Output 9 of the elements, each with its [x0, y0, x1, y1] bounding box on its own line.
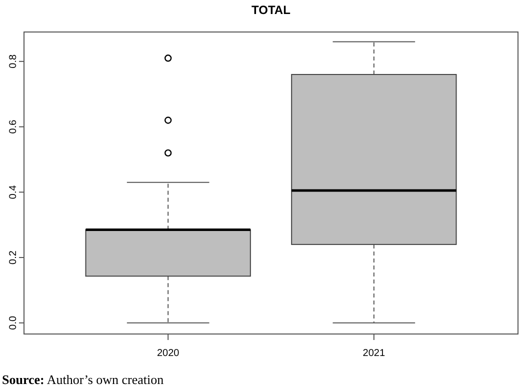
y-tick-label: 0.8	[8, 54, 19, 68]
y-tick-label: 0.6	[8, 119, 19, 134]
y-tick-label: 0.0	[8, 316, 19, 330]
source-note: Source: Author’s own creation	[2, 372, 164, 387]
x-tick-label: 2020	[156, 348, 180, 359]
y-tick-label: 0.4	[8, 184, 19, 200]
y-tick-label: 0.2	[8, 250, 19, 264]
chart-title: TOTAL	[252, 3, 290, 17]
x-tick-label: 2021	[362, 348, 386, 359]
